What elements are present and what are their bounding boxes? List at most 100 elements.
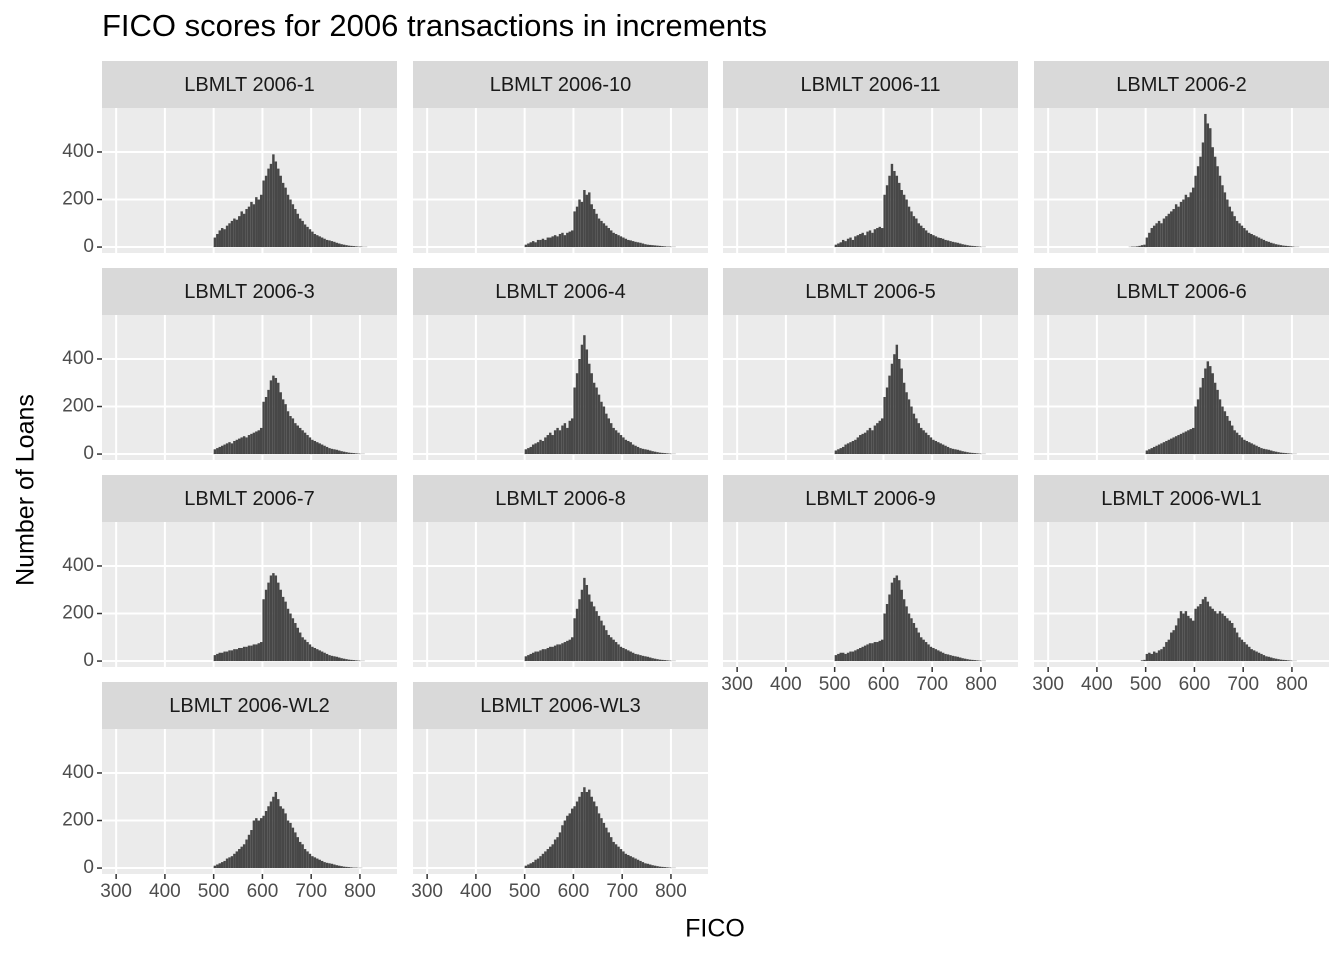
bar	[544, 239, 547, 248]
bar	[651, 245, 654, 248]
bar	[636, 859, 640, 869]
bar	[976, 453, 979, 455]
bar	[600, 401, 603, 455]
bar	[961, 658, 964, 662]
bar	[561, 425, 564, 455]
bar	[876, 423, 879, 455]
strip-label: LBMLT 2006-11	[800, 74, 940, 96]
bar	[602, 625, 606, 662]
bar	[883, 613, 886, 662]
bar	[1160, 443, 1163, 455]
bar	[573, 806, 576, 869]
bar	[868, 643, 872, 662]
bar	[1272, 243, 1275, 248]
bar	[252, 204, 256, 248]
bar	[844, 653, 847, 662]
bar	[286, 194, 290, 248]
bar	[566, 232, 569, 248]
bar	[274, 161, 278, 248]
strip-label: LBMLT 2006-3	[184, 281, 314, 303]
bar	[959, 657, 962, 662]
bar	[274, 791, 278, 869]
bar	[622, 851, 625, 869]
bar	[885, 185, 889, 248]
bar	[1255, 651, 1258, 662]
bar	[1267, 241, 1270, 248]
bar	[233, 218, 236, 248]
bar	[242, 844, 246, 869]
bar	[575, 373, 579, 455]
bar	[289, 613, 292, 662]
bar	[837, 449, 840, 455]
bar	[634, 445, 637, 455]
bar	[218, 446, 221, 455]
strip-background	[413, 682, 708, 729]
bar	[325, 653, 329, 662]
bar	[1138, 245, 1141, 248]
bar	[1243, 642, 1246, 662]
bar	[340, 658, 343, 662]
bar	[619, 646, 623, 662]
bar	[558, 430, 562, 455]
bar	[1189, 192, 1192, 248]
bar	[223, 229, 226, 248]
bar	[529, 446, 532, 455]
bar	[580, 589, 584, 662]
bar	[298, 632, 302, 662]
bar	[311, 231, 314, 248]
bar	[863, 645, 867, 662]
bar	[320, 860, 324, 869]
x-tick-label: 600	[868, 674, 900, 695]
x-tick-label: 400	[149, 881, 181, 902]
bar	[893, 354, 896, 455]
bar	[890, 163, 894, 248]
bar	[937, 650, 940, 662]
bar	[539, 650, 542, 662]
bar	[578, 796, 581, 869]
bar	[624, 853, 628, 869]
bar	[279, 589, 282, 662]
bar	[666, 453, 669, 455]
bar	[1167, 213, 1171, 248]
x-tick-label: 700	[295, 881, 327, 902]
bar	[267, 582, 270, 662]
bar	[1274, 451, 1278, 455]
bar	[949, 241, 952, 248]
bar	[941, 444, 945, 455]
bar	[1174, 204, 1178, 248]
bar	[663, 660, 667, 662]
bar	[1235, 632, 1239, 662]
bar	[922, 639, 925, 662]
bar	[1270, 657, 1273, 662]
bar	[644, 449, 647, 455]
bar	[666, 660, 669, 662]
bar	[1206, 123, 1210, 248]
bar	[1140, 245, 1144, 248]
bar	[527, 448, 530, 455]
bar	[553, 645, 557, 662]
bar	[546, 435, 550, 455]
bar	[1182, 613, 1185, 662]
bar	[1187, 197, 1190, 248]
bar	[355, 453, 358, 455]
bar	[257, 643, 260, 662]
y-tick-label: 200	[62, 189, 94, 210]
bar	[536, 442, 540, 455]
bar	[534, 859, 537, 869]
bar	[1179, 611, 1183, 662]
bar	[878, 226, 881, 248]
bar	[622, 237, 625, 248]
bar	[1165, 216, 1168, 248]
bar	[607, 832, 610, 869]
bar	[641, 655, 645, 662]
bar	[1240, 225, 1244, 248]
bar	[230, 650, 234, 662]
strip-background	[102, 475, 397, 522]
bar	[614, 844, 618, 869]
bar	[1191, 187, 1195, 248]
bar	[854, 236, 857, 248]
bar	[941, 652, 945, 662]
bar	[228, 442, 231, 455]
strip-background	[723, 268, 1018, 315]
bar	[228, 857, 231, 869]
